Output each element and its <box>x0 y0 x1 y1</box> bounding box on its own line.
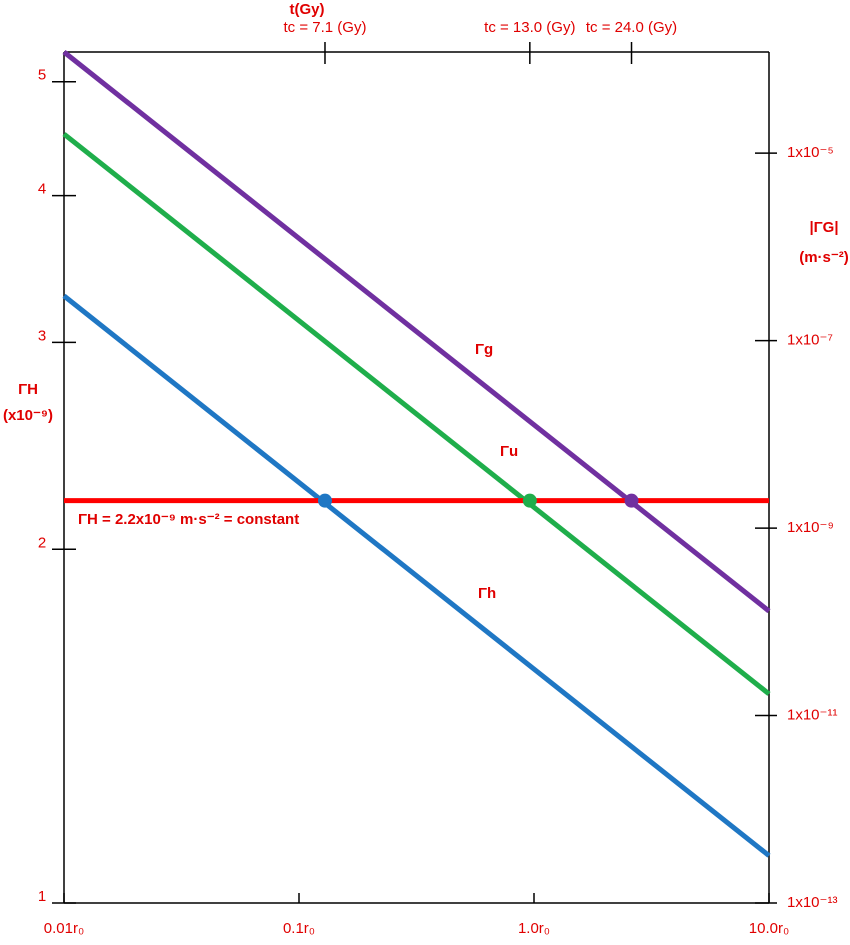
y2-tick-label: 1x10⁻¹³ <box>787 894 837 911</box>
y-tick-label: 1 <box>38 888 46 905</box>
y2-label: |ΓG| <box>809 219 838 236</box>
x-tick-label: 1.0r₀ <box>518 920 550 937</box>
y2-tick-label: 1x10⁻⁵ <box>787 144 834 161</box>
intersection-point <box>522 493 537 508</box>
x-tick-label: 0.1r₀ <box>283 920 315 937</box>
y2-label: (m·s⁻²) <box>799 249 849 266</box>
series-line <box>62 132 771 696</box>
series-line <box>62 50 771 614</box>
intersection-point <box>317 493 332 508</box>
series-label: Γu <box>500 443 518 460</box>
y2-tick-label: 1x10⁻⁷ <box>787 332 833 349</box>
x-tick-label: 10.0r₀ <box>749 920 789 937</box>
y-label: ΓH <box>18 381 38 398</box>
series-label: ΓH = 2.2x10⁻⁹ m·s⁻² = constant <box>78 511 299 528</box>
series-line <box>62 293 771 858</box>
y-label: (x10⁻⁹) <box>3 407 53 424</box>
x-tick-label: 0.01r₀ <box>44 920 84 937</box>
top-tick-label: tc = 7.1 (Gy) <box>284 19 367 36</box>
y2-tick-label: 1x10⁻⁹ <box>787 519 834 536</box>
intersection-point <box>624 493 639 508</box>
series-label: Γh <box>478 585 496 602</box>
y-tick-label: 5 <box>38 67 46 84</box>
top-tick-label: tc = 13.0 (Gy) <box>484 19 575 36</box>
y-tick-label: 4 <box>38 181 46 198</box>
y-tick-label: 2 <box>38 534 46 551</box>
y-tick-label: 3 <box>38 327 46 344</box>
top-tick-label: tc = 24.0 (Gy) <box>586 19 677 36</box>
y2-tick-label: 1x10⁻¹¹ <box>787 707 837 724</box>
top-axis-title: t(Gy) <box>290 1 325 18</box>
series-label: Γg <box>475 341 493 358</box>
